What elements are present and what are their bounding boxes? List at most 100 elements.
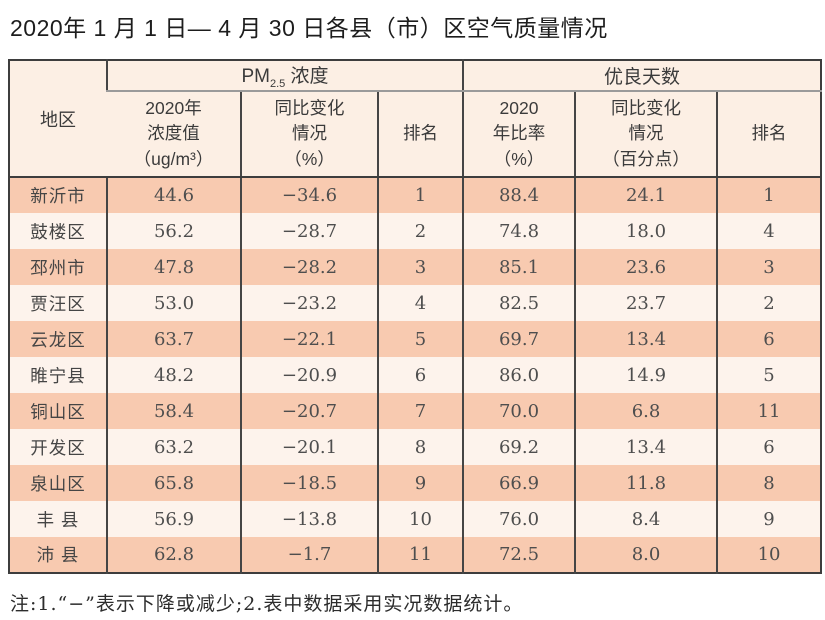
header-pm-change: 同比变化 情况 （%）	[240, 91, 378, 179]
pm-rank-cell: 5	[376, 321, 464, 358]
pm-value-cell: 56.9	[106, 501, 241, 538]
pm-group-label: PM	[241, 66, 270, 88]
header-region: 地区	[9, 60, 107, 179]
pm-value-cell: 65.8	[106, 465, 241, 502]
pm-rank-cell: 4	[376, 285, 464, 322]
pm-value-cell: 53.0	[106, 285, 241, 322]
table-row: 丰 县 56.9 −13.8 10 76.0 8.4 9	[9, 501, 822, 538]
pm-rank-cell: 3	[376, 249, 464, 286]
table-row: 云龙区 63.7 −22.1 5 69.7 13.4 6	[9, 321, 822, 358]
rank-cell: 11	[716, 393, 822, 430]
ratio-cell: 88.4	[462, 177, 576, 214]
pm-group-suffix: 浓度	[285, 66, 329, 88]
header-days-ratio: 2020 年比率 （%）	[462, 91, 576, 179]
header-days-group: 优良天数	[462, 60, 822, 92]
header-sub-row: 2020年 浓度值 （ug/m³） 同比变化 情况 （%） 排名 2020 年比…	[9, 91, 822, 179]
pm-change-cell: −34.6	[240, 177, 378, 214]
pm-value-cell: 62.8	[106, 537, 241, 574]
ratio-cell: 74.8	[462, 213, 576, 250]
table-row: 沛 县 62.8 −1.7 11 72.5 8.0 10	[9, 537, 822, 574]
pm-rank-cell: 1	[376, 177, 464, 214]
header-group-row: 地区 PM2.5 浓度 优良天数	[9, 60, 822, 179]
table-row: 泉山区 65.8 −18.5 9 66.9 11.8 8	[9, 465, 822, 502]
rank-cell: 8	[716, 465, 822, 502]
pm-change-cell: −22.1	[240, 321, 378, 358]
pm-subscript: 2.5	[269, 77, 286, 90]
region-cell: 新沂市	[9, 177, 107, 214]
pm-rank-cell: 10	[376, 501, 464, 538]
air-quality-table: 地区 PM2.5 浓度 优良天数 2020年 浓度值 （ug/m³） 同比变化 …	[8, 59, 823, 575]
pm-rank-cell: 2	[376, 213, 464, 250]
rank-cell: 10	[716, 537, 822, 574]
ratio-change-cell: 24.1	[574, 177, 718, 214]
region-cell: 开发区	[9, 429, 107, 466]
ratio-change-cell: 13.4	[574, 321, 718, 358]
pm-rank-cell: 6	[376, 357, 464, 394]
pm-rank-cell: 8	[376, 429, 464, 466]
region-cell: 沛 县	[9, 537, 107, 574]
ratio-cell: 76.0	[462, 501, 576, 538]
header-days-change: 同比变化 情况 （百分点）	[574, 91, 718, 179]
ratio-cell: 86.0	[462, 357, 576, 394]
region-cell: 云龙区	[9, 321, 107, 358]
ratio-cell: 82.5	[462, 285, 576, 322]
pm-value-cell: 48.2	[106, 357, 241, 394]
ratio-cell: 85.1	[462, 249, 576, 286]
pm-change-cell: −13.8	[240, 501, 378, 538]
pm-change-cell: −28.2	[240, 249, 378, 286]
footnote: 注:1.“−”表示下降或减少;2.表中数据采用实况数据统计。	[10, 593, 524, 616]
header-pm-group: PM2.5 浓度	[105, 60, 464, 92]
ratio-cell: 69.2	[462, 429, 576, 466]
pm-change-cell: −20.9	[240, 357, 378, 394]
region-cell: 邳州市	[9, 249, 107, 286]
ratio-change-cell: 11.8	[574, 465, 718, 502]
rank-cell: 4	[716, 213, 822, 250]
pm-value-cell: 47.8	[106, 249, 241, 286]
pm-rank-cell: 11	[376, 537, 464, 574]
pm-change-cell: −23.2	[240, 285, 378, 322]
rank-cell: 1	[716, 177, 822, 214]
region-cell: 丰 县	[9, 501, 107, 538]
table-body: 新沂市 44.6 −34.6 1 88.4 24.1 1 鼓楼区 56.2 −2…	[9, 177, 822, 574]
table-row: 贾汪区 53.0 −23.2 4 82.5 23.7 2	[9, 285, 822, 322]
table-row: 鼓楼区 56.2 −28.7 2 74.8 18.0 4	[9, 213, 822, 250]
ratio-change-cell: 23.7	[574, 285, 718, 322]
page-title: 2020年 1 月 1 日— 4 月 30 日各县（市）区空气质量情况	[10, 15, 608, 41]
pm-value-cell: 44.6	[106, 177, 241, 214]
ratio-cell: 66.9	[462, 465, 576, 502]
ratio-change-cell: 23.6	[574, 249, 718, 286]
pm-change-cell: −20.7	[240, 393, 378, 430]
ratio-cell: 69.7	[462, 321, 576, 358]
ratio-change-cell: 6.8	[574, 393, 718, 430]
pm-rank-cell: 9	[376, 465, 464, 502]
rank-cell: 3	[716, 249, 822, 286]
ratio-change-cell: 14.9	[574, 357, 718, 394]
rank-cell: 5	[716, 357, 822, 394]
pm-change-cell: −20.1	[240, 429, 378, 466]
ratio-cell: 72.5	[462, 537, 576, 574]
table-row: 睢宁县 48.2 −20.9 6 86.0 14.9 5	[9, 357, 822, 394]
table-row: 开发区 63.2 −20.1 8 69.2 13.4 6	[9, 429, 822, 466]
pm-change-cell: −1.7	[240, 537, 378, 574]
table-row: 新沂市 44.6 −34.6 1 88.4 24.1 1	[9, 177, 822, 214]
ratio-change-cell: 18.0	[574, 213, 718, 250]
pm-rank-cell: 7	[376, 393, 464, 430]
pm-change-cell: −28.7	[240, 213, 378, 250]
ratio-change-cell: 13.4	[574, 429, 718, 466]
header-pm-rank: 排名	[376, 91, 464, 179]
region-cell: 铜山区	[9, 393, 107, 430]
region-cell: 鼓楼区	[9, 213, 107, 250]
header-pm-value: 2020年 浓度值 （ug/m³）	[107, 91, 241, 179]
pm-value-cell: 63.2	[106, 429, 241, 466]
region-cell: 睢宁县	[9, 357, 107, 394]
pm-value-cell: 58.4	[106, 393, 241, 430]
region-cell: 贾汪区	[9, 285, 107, 322]
ratio-change-cell: 8.4	[574, 501, 718, 538]
ratio-change-cell: 8.0	[574, 537, 718, 574]
pm-value-cell: 63.7	[106, 321, 241, 358]
rank-cell: 6	[716, 321, 822, 358]
rank-cell: 9	[716, 501, 822, 538]
rank-cell: 6	[716, 429, 822, 466]
table-row: 铜山区 58.4 −20.7 7 70.0 6.8 11	[9, 393, 822, 430]
